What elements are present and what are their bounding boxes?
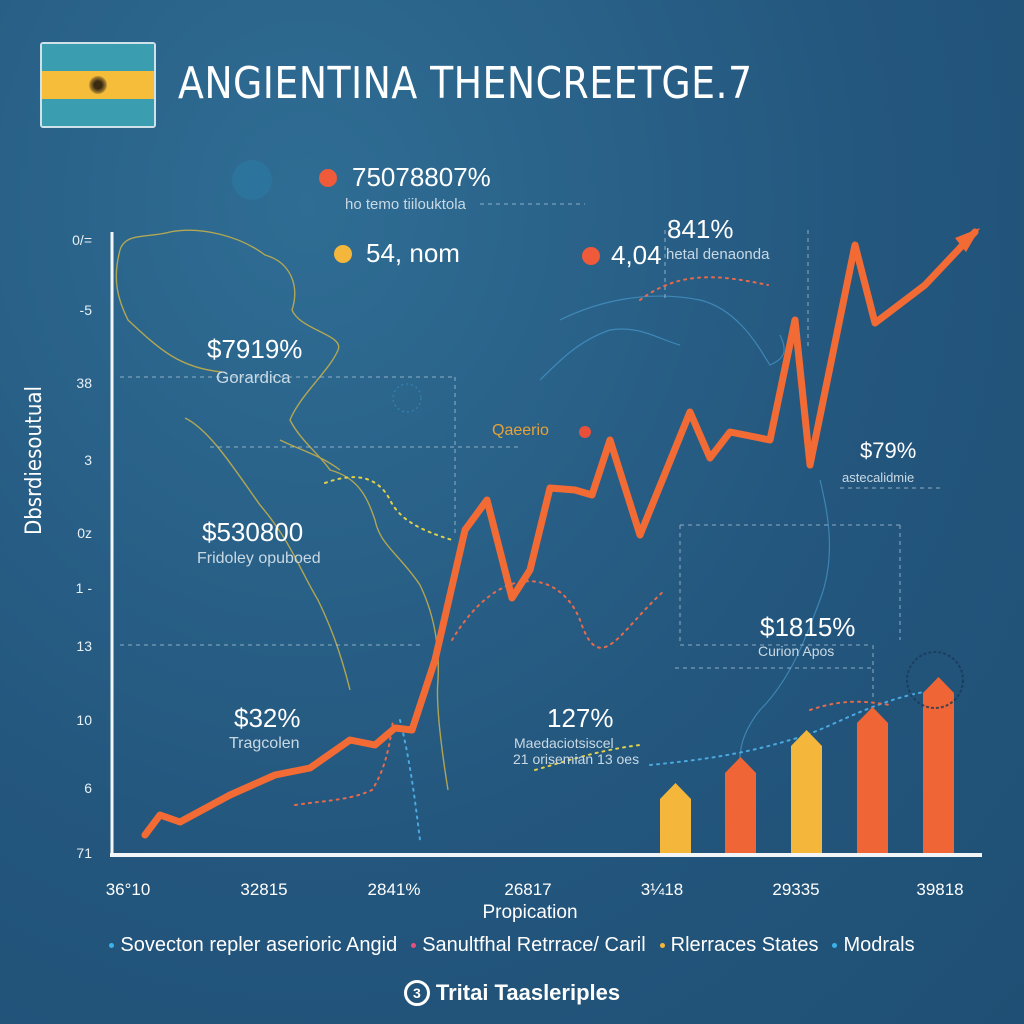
y-tick-label: -5 [79, 302, 92, 318]
brand-logo-icon: 3 [403, 980, 430, 1006]
stat-value: 54, nom [366, 238, 460, 268]
x-tick-label: 3¼18 [640, 880, 684, 899]
y-tick-label: 13 [76, 638, 92, 654]
annotation-value: $79% [860, 438, 917, 463]
y-tick-label: 10 [76, 712, 92, 728]
x-tick-label: 39818 [916, 880, 964, 899]
annotation-label: Maedaciotsiscel [514, 735, 614, 751]
flight-paths [294, 276, 936, 841]
y-tick-label: 3 [84, 452, 92, 468]
legend-item: Modrals [832, 934, 915, 957]
legend-dot-icon [832, 943, 838, 948]
trend-arrowhead-icon [955, 228, 980, 252]
y-tick-label: 71 [76, 845, 92, 861]
y-tick-label: 38 [76, 375, 92, 391]
brand-name: Tritai Taasleriples [435, 980, 621, 1005]
page-title: ANGIENTINA THENCREETGE.7 [178, 58, 753, 109]
x-tick-label: 32815 [240, 880, 288, 899]
x-tick-label: 36°10 [105, 880, 151, 899]
x-tick-label: 29335 [772, 880, 820, 899]
flag-band-top [42, 44, 154, 72]
bar [791, 730, 822, 853]
x-tick-label: 26817 [504, 880, 552, 899]
burst-decoration-icon [232, 160, 272, 200]
marker-dot-icon [579, 426, 591, 438]
stat-value: 75078807% [352, 162, 491, 192]
annotation-value: $32% [234, 703, 301, 733]
argentina-flag-icon [40, 42, 156, 128]
y-tick-label: 0/= [72, 232, 92, 248]
bar [857, 707, 888, 853]
x-tick-label: 2841% [367, 880, 421, 899]
y-axis-label: Dbsrdiesoutual [22, 385, 47, 535]
stat-dot-icon [334, 245, 352, 263]
stat-dot-icon [582, 247, 600, 265]
x-axis-label: Propication [482, 902, 578, 923]
bar-series [660, 677, 954, 853]
flag-band-bottom [42, 98, 154, 126]
annotation-value: $530800 [202, 517, 304, 547]
bar [660, 783, 691, 853]
stat-label: ho temo tiilouktola [345, 196, 466, 213]
annotation-label: Tragcolen [229, 735, 300, 752]
annotation-label: Curion Apos [758, 643, 835, 659]
map-outline [115, 229, 449, 791]
footer-brand: 3 Tritai Taasleriples [0, 980, 1024, 1006]
sun-of-may-icon [89, 75, 107, 94]
annotation-value: $7919% [207, 334, 303, 364]
annotation-label: Fridoley opuboed [197, 550, 321, 567]
annotation-label: astecalidmie [842, 470, 915, 485]
annotation-value: $1815% [760, 612, 856, 642]
burst-decoration-icon [392, 383, 422, 413]
y-tick-label: 0z [77, 525, 92, 541]
stat-value: 841% [667, 214, 734, 244]
bar [923, 677, 954, 853]
bar [725, 757, 756, 853]
stat-dot-icon [319, 169, 337, 187]
burst-decoration-icon [906, 651, 964, 709]
annotation-label: 21 orisemian 13 oes [513, 751, 640, 767]
map-outline-blue [539, 295, 831, 781]
annotation-label: Gorardica [216, 368, 291, 387]
stat-value: 4,04 [611, 240, 662, 270]
annotation-value: 127% [547, 703, 614, 733]
legend-item: Sovecton repler aserioric Angid [109, 934, 397, 957]
y-tick-label: 1 - [75, 580, 92, 596]
y-tick-label: 6 [84, 780, 92, 796]
legend-item: Sanultfhal Retrrace/ Caril [411, 934, 646, 957]
stat-label: hetal denaonda [666, 246, 770, 263]
legend-dot-icon [411, 943, 417, 948]
chart-legend: Sovecton repler aserioric Angid Sanultfh… [0, 934, 1024, 957]
legend-dot-icon [109, 943, 115, 948]
flag-band-middle [42, 71, 154, 99]
legend-item: Rlerraces States [659, 934, 818, 957]
trend-line [141, 228, 979, 839]
map-place-label: Qaeerio [492, 422, 549, 439]
legend-dot-icon [659, 943, 665, 948]
guide-lines [120, 203, 940, 700]
